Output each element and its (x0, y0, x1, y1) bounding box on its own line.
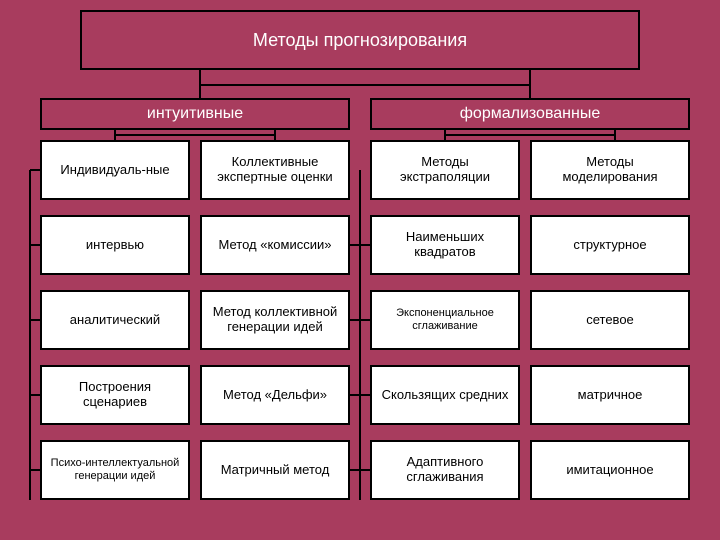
leaf-c3-2: Экспоненциальное сглаживание (370, 290, 520, 350)
leaf-label: имитационное (566, 463, 653, 478)
cat-intuitive-label: интуитивные (147, 105, 243, 123)
root-node: Методы прогнозирования (80, 10, 640, 70)
leaf-label: Коллективные экспертные оценки (208, 155, 342, 185)
cat-formal-label: формализованные (460, 105, 600, 123)
leaf-c3-3: Скользящих средних (370, 365, 520, 425)
leaf-label: Метод «Дельфи» (223, 388, 327, 403)
leaf-c1-3: Построения сценариев (40, 365, 190, 425)
leaf-c3-0: Методы экстраполяции (370, 140, 520, 200)
leaf-c2-2: Метод коллективной генерации идей (200, 290, 350, 350)
leaf-label: Скользящих средних (382, 388, 509, 403)
leaf-label: Метод «комиссии» (219, 238, 332, 253)
leaf-label: Матричный метод (221, 463, 330, 478)
leaf-label: матричное (578, 388, 643, 403)
leaf-c4-1: структурное (530, 215, 690, 275)
leaf-label: Методы моделирования (538, 155, 682, 185)
cat-formal: формализованные (370, 98, 690, 130)
leaf-label: Метод коллективной генерации идей (208, 305, 342, 335)
leaf-c2-4: Матричный метод (200, 440, 350, 500)
cat-intuitive: интуитивные (40, 98, 350, 130)
leaf-label: сетевое (586, 313, 634, 328)
leaf-label: интервью (86, 238, 144, 253)
leaf-label: Индивидуаль-ные (60, 163, 169, 178)
leaf-label: Наименьших квадратов (378, 230, 512, 260)
leaf-c4-3: матричное (530, 365, 690, 425)
leaf-label: структурное (573, 238, 646, 253)
leaf-label: Методы экстраполяции (378, 155, 512, 185)
leaf-label: аналитический (70, 313, 160, 328)
leaf-label: Построения сценариев (48, 380, 182, 410)
leaf-c4-2: сетевое (530, 290, 690, 350)
leaf-c1-4: Психо-интеллектуальной генерации идей (40, 440, 190, 500)
leaf-label: Экспоненциальное сглаживание (378, 307, 512, 332)
leaf-c3-1: Наименьших квадратов (370, 215, 520, 275)
leaf-c3-4: Адаптивного сглаживания (370, 440, 520, 500)
leaf-c4-4: имитационное (530, 440, 690, 500)
leaf-c1-0: Индивидуаль-ные (40, 140, 190, 200)
leaf-c1-1: интервью (40, 215, 190, 275)
root-label: Методы прогнозирования (253, 30, 467, 51)
leaf-label: Психо-интеллектуальной генерации идей (48, 457, 182, 482)
leaf-c2-3: Метод «Дельфи» (200, 365, 350, 425)
leaf-c4-0: Методы моделирования (530, 140, 690, 200)
leaf-c2-1: Метод «комиссии» (200, 215, 350, 275)
leaf-c1-2: аналитический (40, 290, 190, 350)
leaf-c2-0: Коллективные экспертные оценки (200, 140, 350, 200)
leaf-label: Адаптивного сглаживания (378, 455, 512, 485)
